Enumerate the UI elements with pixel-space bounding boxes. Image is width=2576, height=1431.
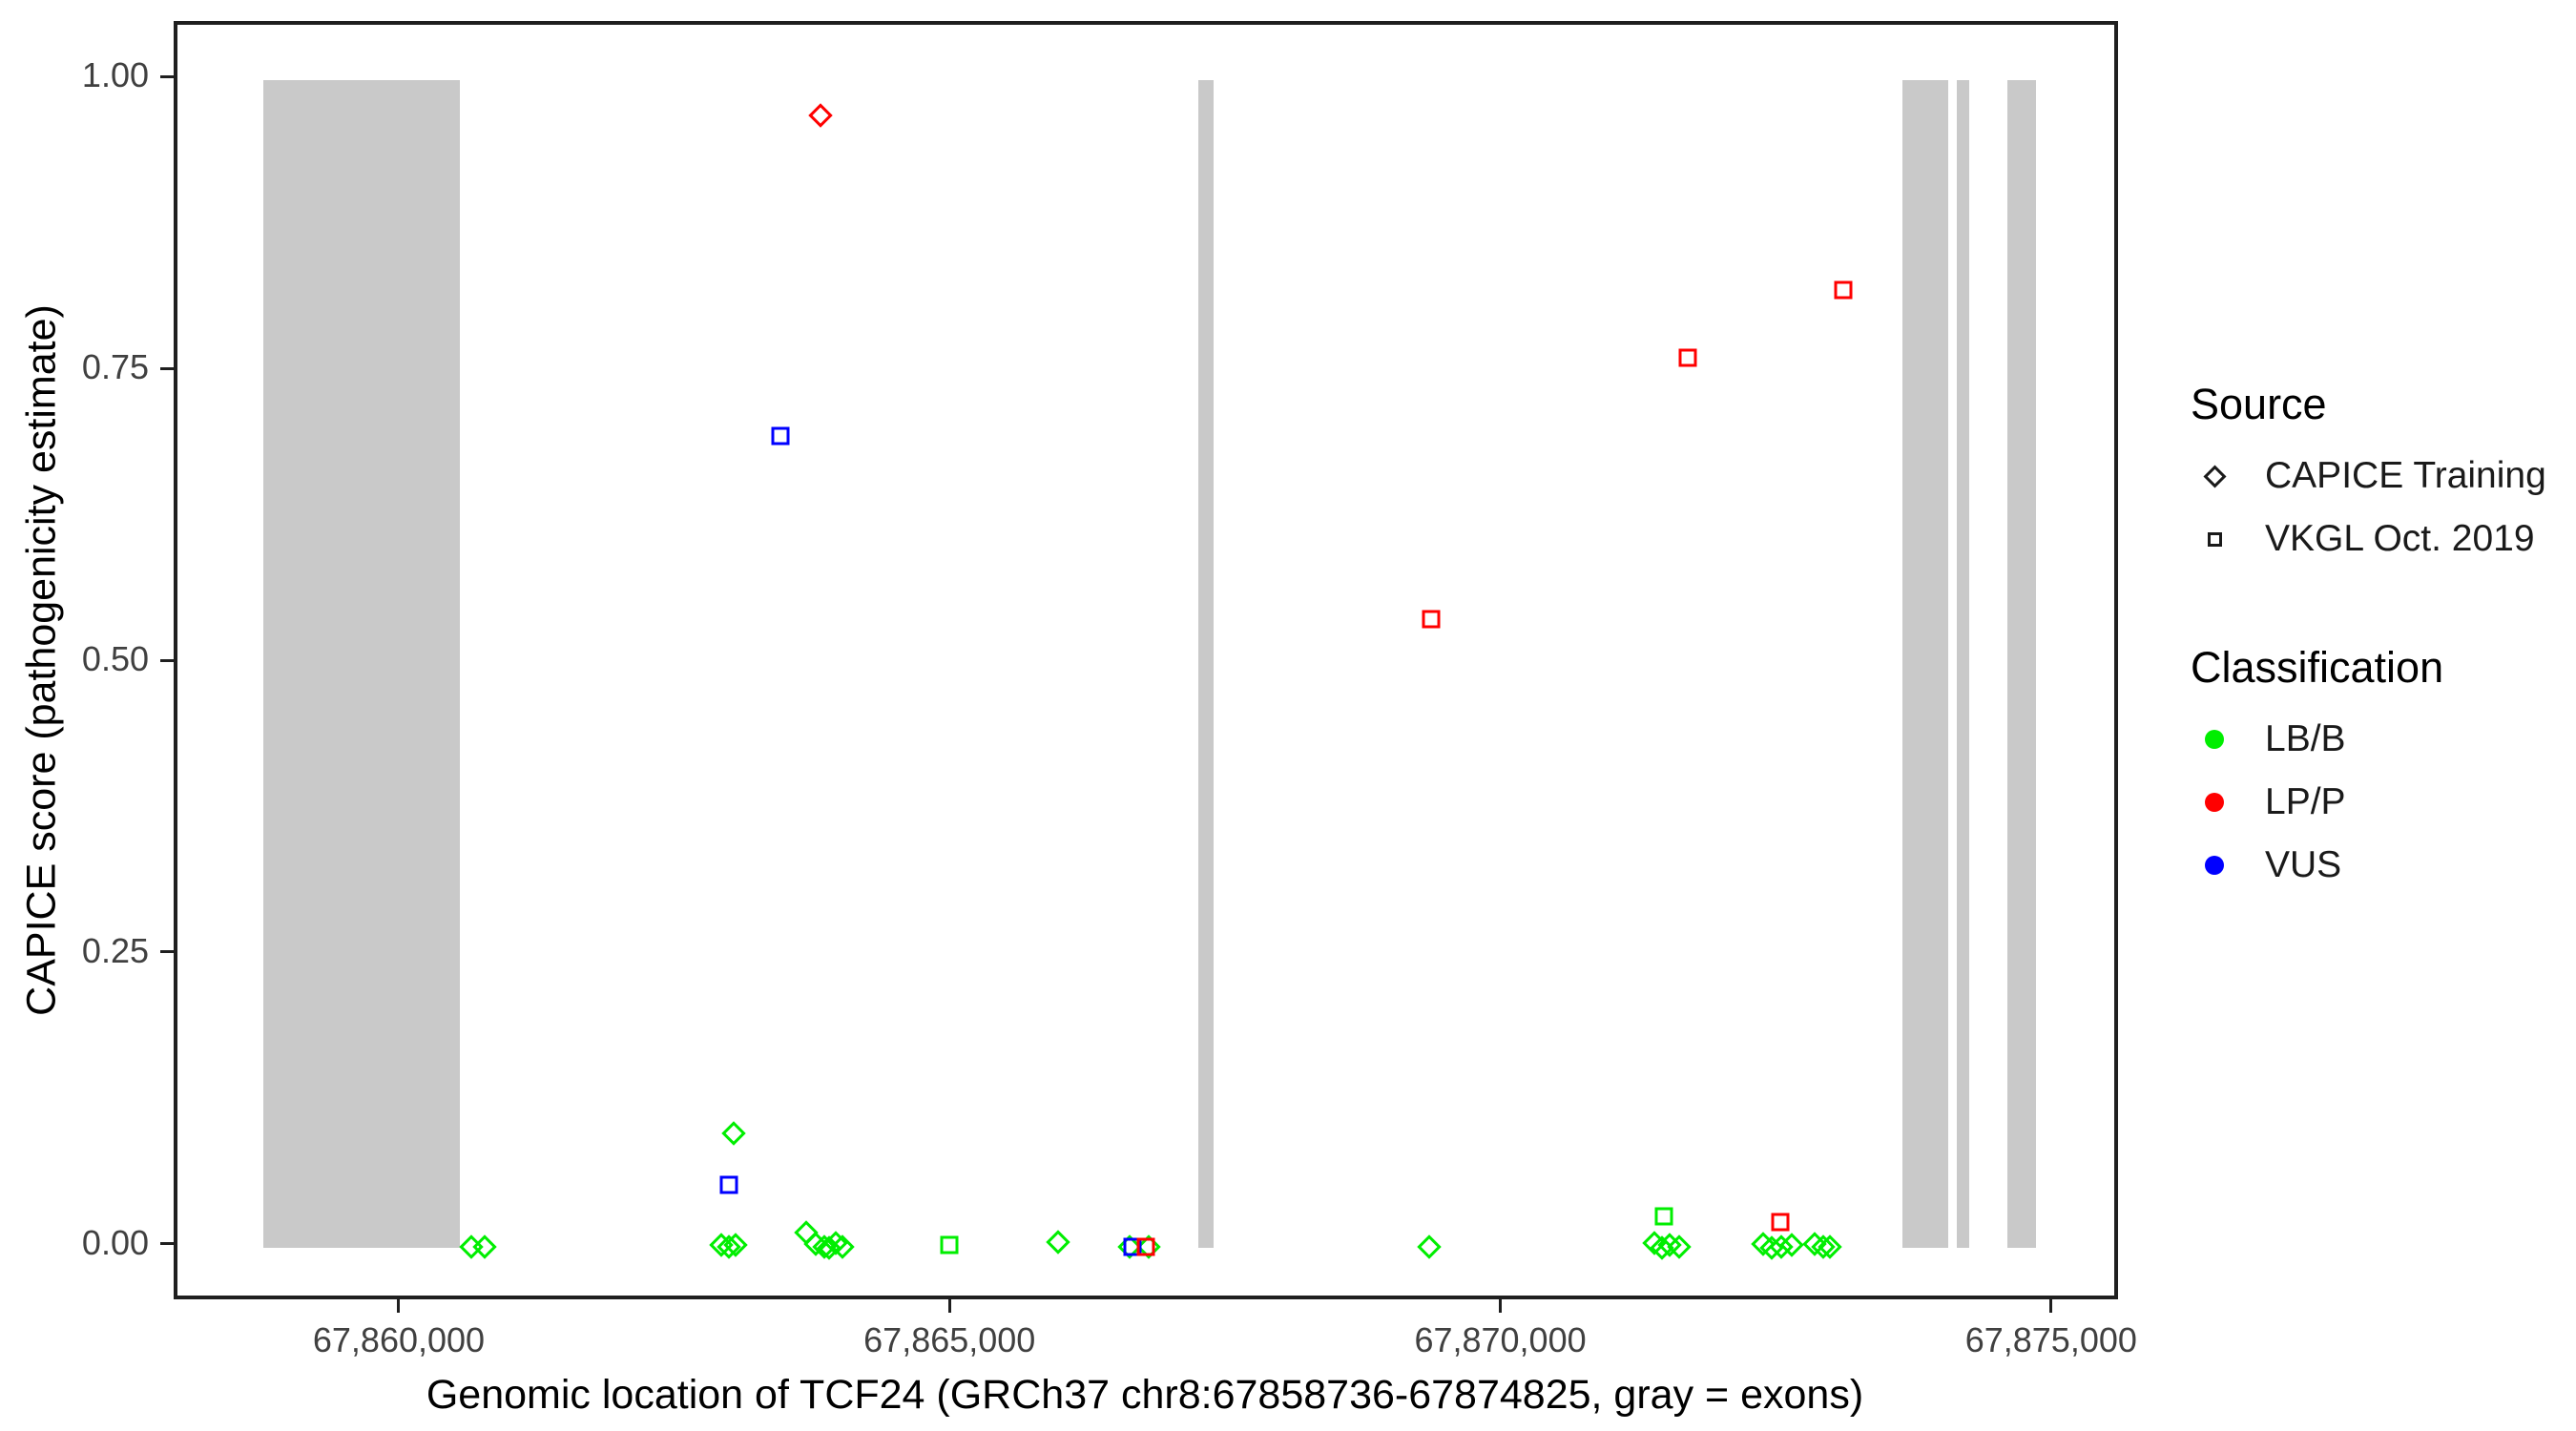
exon-band	[1901, 80, 1948, 1248]
y-tick-label: 0.50	[81, 639, 149, 678]
square-glyph	[2207, 531, 2222, 547]
point-square-vus	[719, 1175, 738, 1194]
point-square-lpp	[1422, 610, 1441, 629]
color-dot-icon	[2185, 856, 2244, 875]
y-tick-label: 0.25	[81, 930, 149, 970]
y-tick-label: 1.00	[81, 55, 149, 95]
x-tick-label: 67,860,000	[312, 1320, 486, 1359]
y-axis-title: CAPICE score (pathogenicity estimate)	[18, 304, 65, 1016]
legend-source-items: CAPICE Training VKGL Oct. 2019	[2185, 445, 2566, 570]
legend-item-label: LP/P	[2265, 781, 2346, 822]
legend-classification-title: Classification	[2191, 643, 2444, 692]
legend-item-lp-p: LP/P	[2185, 771, 2566, 834]
legend-item-label: CAPICE Training	[2265, 455, 2546, 496]
dot-glyph	[2205, 793, 2224, 812]
point-square-vus	[771, 426, 790, 446]
legend-item-label: VKGL Oct. 2019	[2265, 518, 2535, 559]
legend-gap	[2185, 570, 2566, 643]
x-tick-mark	[1499, 1299, 1503, 1313]
point-diamond-lbb	[720, 1121, 746, 1146]
point-diamond-lbb	[472, 1234, 497, 1259]
legend-item-vkgl-oct-2019: VKGL Oct. 2019	[2185, 508, 2566, 570]
y-tick-mark	[160, 658, 174, 662]
y-tick-mark	[160, 74, 174, 78]
color-dot-icon	[2185, 793, 2244, 812]
legend-item-vus: VUS	[2185, 834, 2566, 897]
point-square-lpp	[1136, 1237, 1155, 1256]
y-tick-mark	[160, 950, 174, 954]
square-key-icon	[2185, 531, 2244, 547]
exon-band	[1956, 80, 1969, 1248]
exon-band	[1197, 80, 1214, 1248]
diamond-glyph	[2202, 464, 2227, 488]
point-square-lbb	[940, 1235, 959, 1255]
exon-band	[263, 80, 461, 1248]
y-tick-mark	[160, 366, 174, 370]
dot-glyph	[2205, 856, 2224, 875]
legend-item-label: VUS	[2265, 844, 2342, 885]
legend-classification-items: LB/B LP/P VUS	[2185, 708, 2566, 897]
exon-band	[2006, 80, 2036, 1248]
y-tick-mark	[160, 1242, 174, 1246]
y-tick-label: 0.75	[81, 347, 149, 387]
point-square-lpp	[1834, 280, 1853, 300]
legend: Source CAPICE Training VKGL Oct. 2019 Cla…	[2185, 380, 2566, 897]
x-tick-mark	[947, 1299, 951, 1313]
point-diamond-lpp	[807, 103, 833, 128]
point-diamond-lbb	[1046, 1230, 1070, 1255]
x-tick-label: 67,865,000	[863, 1320, 1036, 1359]
x-tick-mark	[397, 1299, 401, 1313]
x-tick-label: 67,875,000	[1964, 1320, 2137, 1359]
point-square-vus	[1123, 1237, 1142, 1256]
x-axis-title: Genomic location of TCF24 (GRCh37 chr8:6…	[426, 1372, 1864, 1418]
point-square-lbb	[1654, 1207, 1673, 1226]
point-square-lpp	[1678, 348, 1697, 367]
color-dot-icon	[2185, 730, 2244, 749]
point-square-lpp	[1771, 1213, 1790, 1232]
legend-item-capice-training: CAPICE Training	[2185, 445, 2566, 508]
point-diamond-lbb	[1417, 1234, 1442, 1259]
legend-item-lb-b: LB/B	[2185, 708, 2566, 771]
legend-source-title: Source	[2191, 380, 2327, 428]
x-tick-label: 67,870,000	[1414, 1320, 1587, 1359]
x-tick-mark	[2049, 1299, 2053, 1313]
diamond-key-icon	[2185, 464, 2244, 488]
legend-item-label: LB/B	[2265, 718, 2346, 759]
plot-panel	[174, 21, 2118, 1299]
dot-glyph	[2205, 730, 2224, 749]
y-tick-label: 0.00	[81, 1222, 149, 1262]
